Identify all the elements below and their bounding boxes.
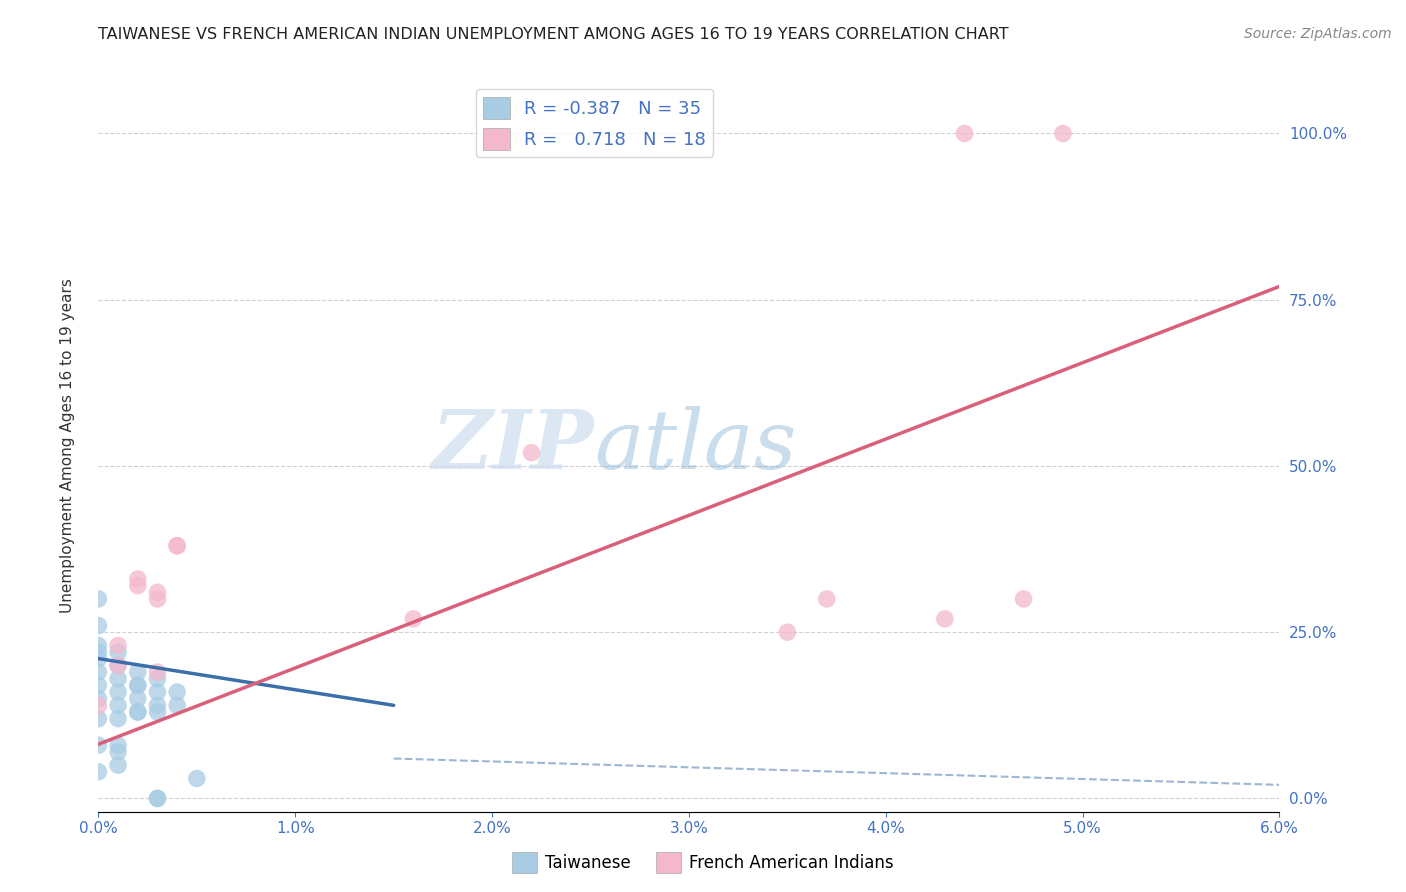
Point — [87, 645, 110, 659]
Point — [127, 705, 149, 719]
Point — [166, 539, 188, 553]
Point — [815, 591, 838, 606]
Point — [953, 127, 976, 141]
Point — [146, 791, 169, 805]
Text: Source: ZipAtlas.com: Source: ZipAtlas.com — [1244, 27, 1392, 41]
Point — [146, 665, 169, 679]
Point — [146, 585, 169, 599]
Point — [166, 698, 188, 713]
Point — [87, 764, 110, 779]
Legend: Taiwanese, French American Indians: Taiwanese, French American Indians — [505, 846, 901, 880]
Point — [87, 691, 110, 706]
Point — [87, 639, 110, 653]
Point — [934, 612, 956, 626]
Text: atlas: atlas — [595, 406, 797, 486]
Point — [107, 672, 129, 686]
Point — [146, 791, 169, 805]
Point — [107, 712, 129, 726]
Point — [107, 758, 129, 772]
Point — [127, 572, 149, 586]
Point — [127, 705, 149, 719]
Point — [87, 678, 110, 692]
Text: TAIWANESE VS FRENCH AMERICAN INDIAN UNEMPLOYMENT AMONG AGES 16 TO 19 YEARS CORRE: TAIWANESE VS FRENCH AMERICAN INDIAN UNEM… — [98, 27, 1010, 42]
Text: ZIP: ZIP — [432, 406, 595, 486]
Legend: R = -0.387   N = 35, R =   0.718   N = 18: R = -0.387 N = 35, R = 0.718 N = 18 — [475, 89, 713, 157]
Point — [127, 678, 149, 692]
Point — [107, 745, 129, 759]
Point — [127, 665, 149, 679]
Point — [87, 698, 110, 713]
Point — [107, 658, 129, 673]
Point — [166, 685, 188, 699]
Point — [1012, 591, 1035, 606]
Point — [520, 445, 543, 459]
Point — [166, 539, 188, 553]
Point — [146, 705, 169, 719]
Point — [107, 738, 129, 752]
Point — [186, 772, 208, 786]
Point — [127, 678, 149, 692]
Point — [107, 658, 129, 673]
Point — [146, 685, 169, 699]
Point — [87, 618, 110, 632]
Point — [107, 639, 129, 653]
Point — [127, 579, 149, 593]
Point — [87, 738, 110, 752]
Point — [776, 625, 799, 640]
Point — [146, 672, 169, 686]
Point — [1052, 127, 1074, 141]
Point — [146, 591, 169, 606]
Point — [107, 685, 129, 699]
Point — [87, 665, 110, 679]
Point — [87, 652, 110, 666]
Point — [127, 691, 149, 706]
Point — [107, 645, 129, 659]
Point — [402, 612, 425, 626]
Y-axis label: Unemployment Among Ages 16 to 19 years: Unemployment Among Ages 16 to 19 years — [60, 278, 75, 614]
Point — [107, 698, 129, 713]
Point — [146, 698, 169, 713]
Point — [87, 712, 110, 726]
Point — [87, 591, 110, 606]
